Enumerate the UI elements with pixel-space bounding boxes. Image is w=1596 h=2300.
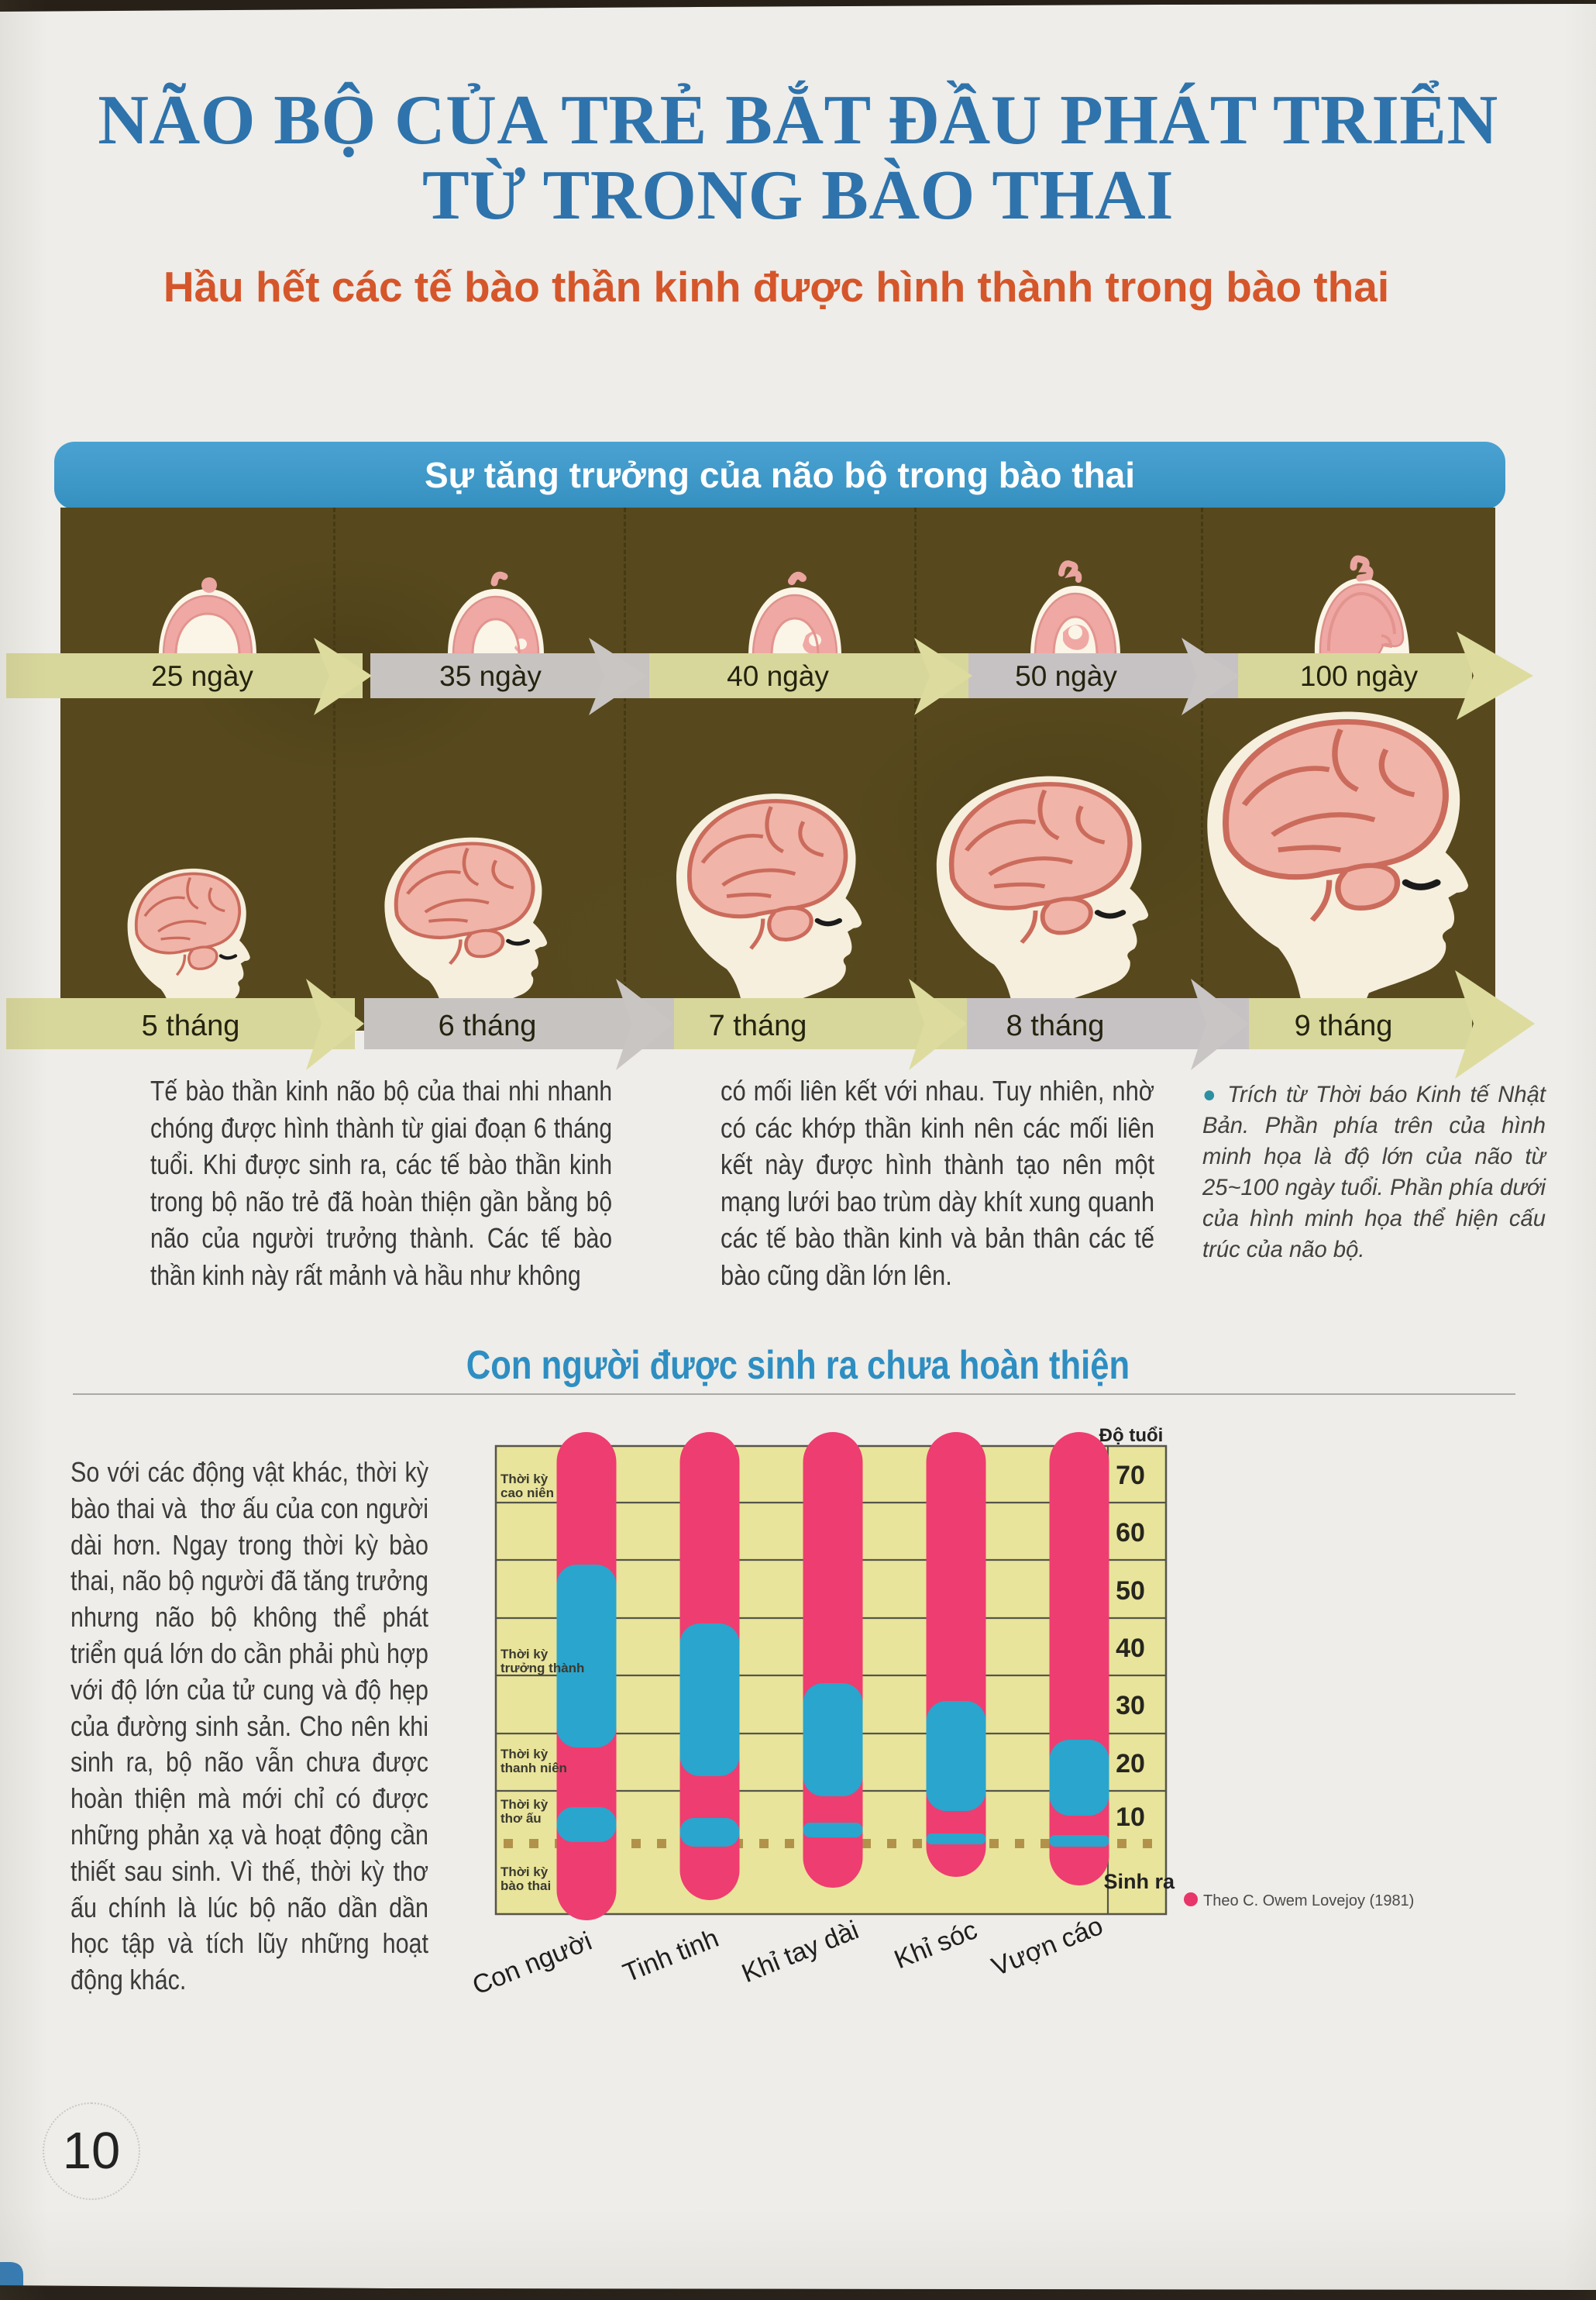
svg-text:10: 10 xyxy=(1116,1802,1145,1832)
svg-text:20: 20 xyxy=(1116,1749,1145,1778)
svg-text:Thời kỳ: Thời kỳ xyxy=(500,1472,549,1486)
svg-text:Thời kỳ: Thời kỳ xyxy=(500,1864,549,1879)
svg-text:thanh niên: thanh niên xyxy=(500,1761,567,1775)
svg-text:35 ngày: 35 ngày xyxy=(439,660,542,692)
svg-text:7 tháng: 7 tháng xyxy=(709,1010,807,1042)
svg-text:8 tháng: 8 tháng xyxy=(1006,1010,1105,1042)
svg-text:60: 60 xyxy=(1116,1518,1145,1548)
svg-text:Vượn cáo: Vượn cáo xyxy=(988,1911,1107,1982)
svg-text:bào thai: bào thai xyxy=(500,1878,551,1893)
svg-text:Thời kỳ: Thời kỳ xyxy=(500,1647,549,1661)
svg-text:5 tháng: 5 tháng xyxy=(142,1010,240,1042)
svg-text:Con người: Con người xyxy=(469,1926,597,2001)
svg-text:100 ngày: 100 ngày xyxy=(1300,660,1419,692)
svg-text:50 ngày: 50 ngày xyxy=(1015,660,1117,692)
svg-text:Thời kỳ: Thời kỳ xyxy=(500,1797,549,1812)
svg-text:cao niên: cao niên xyxy=(500,1486,554,1500)
svg-text:thơ ấu: thơ ấu xyxy=(500,1811,542,1826)
svg-text:40: 40 xyxy=(1116,1634,1145,1663)
svg-text:50: 50 xyxy=(1116,1576,1145,1606)
svg-text:Theo C. Owem Lovejoy (1981): Theo C. Owem Lovejoy (1981) xyxy=(1203,1892,1414,1909)
svg-text:30: 30 xyxy=(1116,1691,1145,1720)
svg-text:9 tháng: 9 tháng xyxy=(1295,1010,1393,1042)
svg-text:Thời kỳ: Thời kỳ xyxy=(500,1747,549,1761)
svg-text:Khỉ sóc: Khỉ sóc xyxy=(890,1915,982,1975)
svg-text:Tinh tinh: Tinh tinh xyxy=(619,1923,723,1988)
svg-text:trưởng thành: trưởng thành xyxy=(500,1661,584,1675)
svg-text:40 ngày: 40 ngày xyxy=(727,660,829,692)
svg-text:Sinh ra: Sinh ra xyxy=(1103,1870,1175,1893)
svg-text:Độ tuổi: Độ tuổi xyxy=(1099,1425,1164,1446)
svg-text:Khỉ tay dài: Khỉ tay dài xyxy=(738,1915,862,1988)
svg-text:6 tháng: 6 tháng xyxy=(439,1010,537,1042)
svg-text:70: 70 xyxy=(1116,1461,1145,1490)
svg-text:25 ngày: 25 ngày xyxy=(151,660,253,692)
